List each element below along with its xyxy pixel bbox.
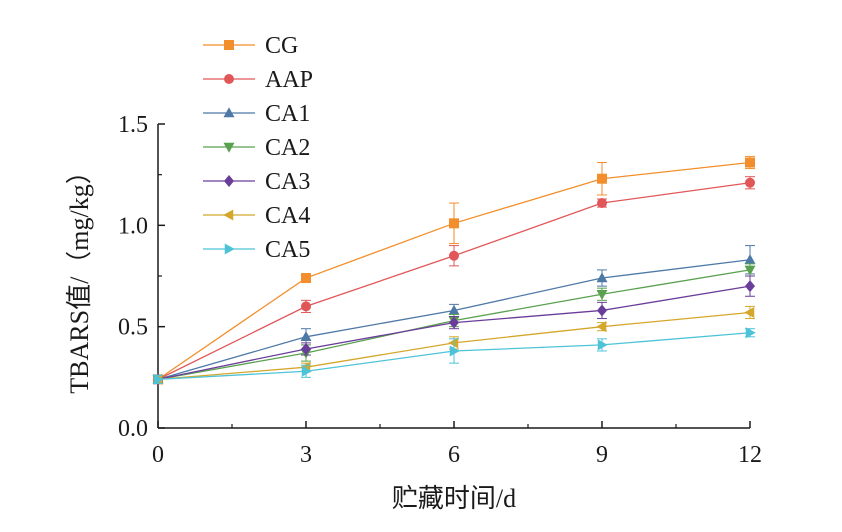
legend-label: CA3	[265, 169, 310, 195]
data-point	[153, 373, 164, 385]
legend-marker	[224, 74, 234, 84]
data-point	[449, 250, 459, 261]
data-point	[301, 301, 311, 312]
data-point	[596, 289, 608, 300]
series-CG	[153, 155, 755, 385]
legend-marker	[224, 243, 235, 255]
series-CA3	[153, 275, 755, 386]
data-point	[301, 365, 312, 377]
legend-label: CG	[265, 33, 298, 59]
data-point	[744, 306, 755, 318]
data-point	[449, 218, 459, 229]
legend-marker	[224, 40, 234, 50]
data-point	[745, 157, 755, 168]
data-point	[745, 177, 755, 188]
legend-item: CA2	[203, 135, 310, 161]
data-point	[448, 304, 460, 315]
data-point	[597, 304, 607, 317]
x-tick-label: 0	[152, 442, 164, 468]
data-point	[300, 331, 312, 342]
legend-label: CA4	[265, 203, 310, 229]
data-point	[745, 280, 755, 293]
legend-label: AAP	[265, 67, 313, 93]
data-point	[597, 198, 607, 209]
plot-area	[152, 155, 756, 386]
data-point	[597, 173, 607, 184]
y-tick-label: 1.5	[118, 112, 148, 138]
data-point	[744, 265, 756, 276]
data-point	[597, 339, 608, 351]
series-line	[157, 285, 751, 380]
x-tick-label: 9	[596, 442, 608, 468]
x-axis-label: 贮藏时间/d	[392, 484, 516, 513]
x-tick-label: 3	[300, 442, 312, 468]
data-point	[745, 327, 756, 339]
legend-item: CA5	[203, 237, 310, 263]
legend-label: CA5	[265, 237, 310, 263]
series-CA5	[153, 327, 756, 385]
axes	[157, 124, 750, 429]
x-tick-label: 12	[738, 442, 762, 468]
legend-label: CA1	[265, 101, 310, 127]
legend-item: CG	[203, 33, 298, 59]
data-point	[596, 321, 607, 333]
y-axis-label: TBARS值/（mg/kg）	[65, 158, 94, 393]
legend-item: CA3	[203, 169, 310, 195]
y-tick-label: 0.0	[118, 416, 148, 442]
legend-marker	[223, 142, 235, 153]
legend-item: AAP	[203, 67, 313, 93]
data-point	[744, 254, 756, 265]
ticks	[157, 123, 751, 429]
legend-label: CA2	[265, 135, 310, 161]
x-tick-label: 6	[448, 442, 460, 468]
legend-item: CA1	[203, 101, 310, 127]
data-point	[449, 345, 460, 357]
y-tick-label: 0.5	[118, 315, 148, 341]
y-tick-label: 1.0	[118, 213, 148, 239]
data-point	[301, 342, 311, 355]
data-point	[448, 337, 459, 349]
legend-item: CA4	[203, 203, 310, 229]
legend-marker	[223, 209, 234, 221]
legend: CG AAP CA1 CA2 CA3 CA4 CA5	[203, 33, 313, 263]
legend-marker	[224, 175, 234, 187]
data-point	[596, 272, 608, 283]
legend-marker	[223, 107, 235, 118]
data-point	[301, 273, 311, 284]
tick-labels: 0.0 0.5 1.0 1.5 0 3 6 9 12	[118, 112, 762, 468]
data-point	[449, 316, 459, 329]
